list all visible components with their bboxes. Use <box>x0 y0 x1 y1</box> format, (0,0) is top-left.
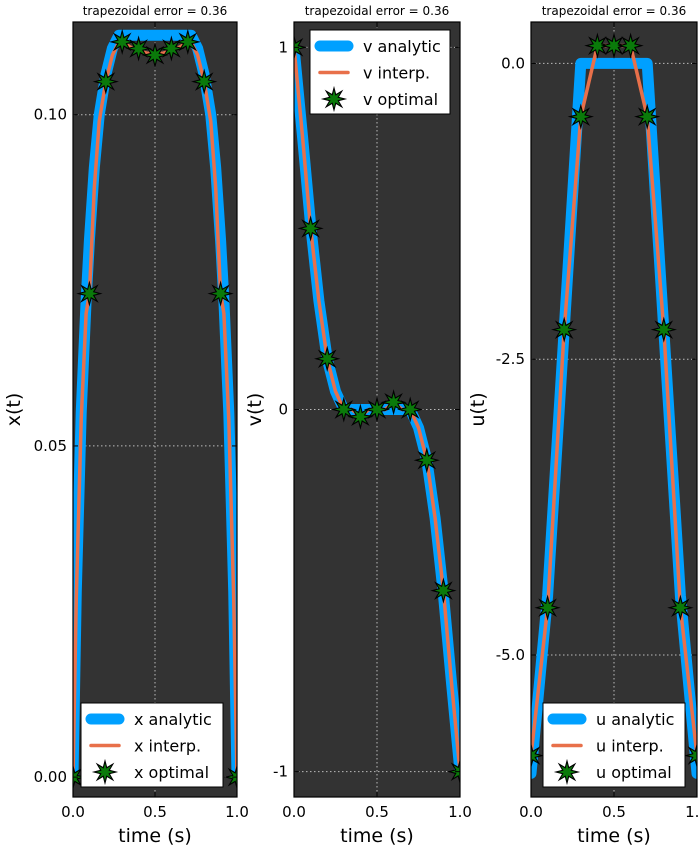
chart-panel-1: 0.0 0.5 1.0 0.00 0.05 0.10 trapezoidal error =… <box>3 4 249 847</box>
series-layer <box>294 34 460 785</box>
chart-title: trapezoidal error = 0.36 <box>305 4 450 18</box>
data-point-marker <box>109 28 136 56</box>
x-tick-label: 1.0 <box>225 803 249 821</box>
data-point-marker <box>380 389 407 416</box>
data-point-marker <box>330 396 357 423</box>
data-point-marker <box>650 316 677 343</box>
data-point-marker <box>297 215 324 242</box>
legend-label: x optimal <box>134 763 209 782</box>
chart-title: trapezoidal error = 0.36 <box>83 4 228 18</box>
data-point-marker <box>634 103 661 130</box>
data-point-marker <box>294 34 308 61</box>
data-point-marker <box>125 35 152 62</box>
legend-marker <box>320 85 348 113</box>
legend-label: u interp. <box>596 737 664 756</box>
data-point-marker <box>683 742 697 769</box>
x-axis-label: time (s) <box>118 825 192 847</box>
legend-label: v analytic <box>363 37 441 56</box>
y-tick-label: 0.05 <box>34 437 67 455</box>
data-point-marker <box>534 594 561 621</box>
legend: x analytic x interp. x optimal <box>80 702 224 788</box>
x-tick-label: 1.0 <box>685 803 700 821</box>
y-tick-label: 0.0 <box>501 54 525 72</box>
legend: v analytic v interp. v optimal <box>309 29 451 115</box>
data-point-marker <box>347 403 374 430</box>
legend-marker <box>553 758 581 786</box>
chart-panel-2: 0.0 0.5 1.0 -1 0 1 trapezoidal error = 0.36 tim… <box>244 4 472 847</box>
data-point-marker <box>584 32 611 59</box>
y-tick-label: 0 <box>278 401 288 419</box>
data-point-marker <box>567 103 594 130</box>
data-point-marker <box>363 396 391 423</box>
data-point-marker <box>158 35 185 62</box>
y-tick-label: 1 <box>278 38 288 56</box>
data-point-marker <box>191 68 218 95</box>
data-point-marker <box>551 316 578 343</box>
x-tick-label: 0.5 <box>365 803 389 821</box>
x-axis-label: time (s) <box>577 825 651 847</box>
data-point-marker <box>531 742 545 769</box>
y-axis-label: x(t) <box>3 393 25 427</box>
legend-marker <box>91 758 119 786</box>
series-layer <box>73 28 237 791</box>
series-layer <box>531 32 697 779</box>
y-tick-label: 0.10 <box>34 106 67 124</box>
y-tick-label: -1 <box>273 763 288 781</box>
y-tick-label: 0.00 <box>34 768 67 786</box>
x-tick-label: 0.0 <box>519 803 543 821</box>
x-tick-label: 0.0 <box>282 803 306 821</box>
y-tick-label: -2.5 <box>496 350 525 368</box>
x-tick-label: 0.5 <box>602 803 626 821</box>
chart-panel-3: 0.0 0.5 1.0 0.0 -2.5 -5.0 trapezoidal error = … <box>467 4 700 847</box>
legend-label: u optimal <box>596 763 672 782</box>
data-point-marker <box>667 594 694 621</box>
data-point-marker <box>73 763 87 791</box>
legend: u analytic u interp. u optimal <box>542 702 686 788</box>
legend-label: v optimal <box>363 90 438 109</box>
legend-label: u analytic <box>596 710 674 729</box>
data-point-marker <box>141 41 169 69</box>
data-point-marker <box>314 345 341 372</box>
data-point-marker <box>600 32 628 59</box>
data-point-marker <box>223 763 237 791</box>
data-point-marker <box>397 396 424 423</box>
data-point-marker <box>92 68 119 95</box>
x-tick-label: 0.5 <box>143 803 167 821</box>
y-axis-label: u(t) <box>467 392 489 426</box>
x-axis-label: time (s) <box>340 825 414 847</box>
data-point-marker <box>446 758 460 785</box>
legend-label: v interp. <box>363 64 430 83</box>
data-point-marker <box>207 280 234 307</box>
data-point-marker <box>617 32 644 59</box>
y-tick-label: -5.0 <box>496 646 525 664</box>
x-tick-label: 0.0 <box>61 803 85 821</box>
y-axis-label: v(t) <box>244 393 266 427</box>
data-point-marker <box>430 577 457 604</box>
data-point-marker <box>413 447 440 474</box>
data-point-marker <box>76 280 103 307</box>
legend-label: x analytic <box>134 710 212 729</box>
chart-title: trapezoidal error = 0.36 <box>542 4 687 18</box>
legend-label: x interp. <box>134 737 201 756</box>
x-tick-label: 1.0 <box>448 803 472 821</box>
data-point-marker <box>174 28 201 56</box>
